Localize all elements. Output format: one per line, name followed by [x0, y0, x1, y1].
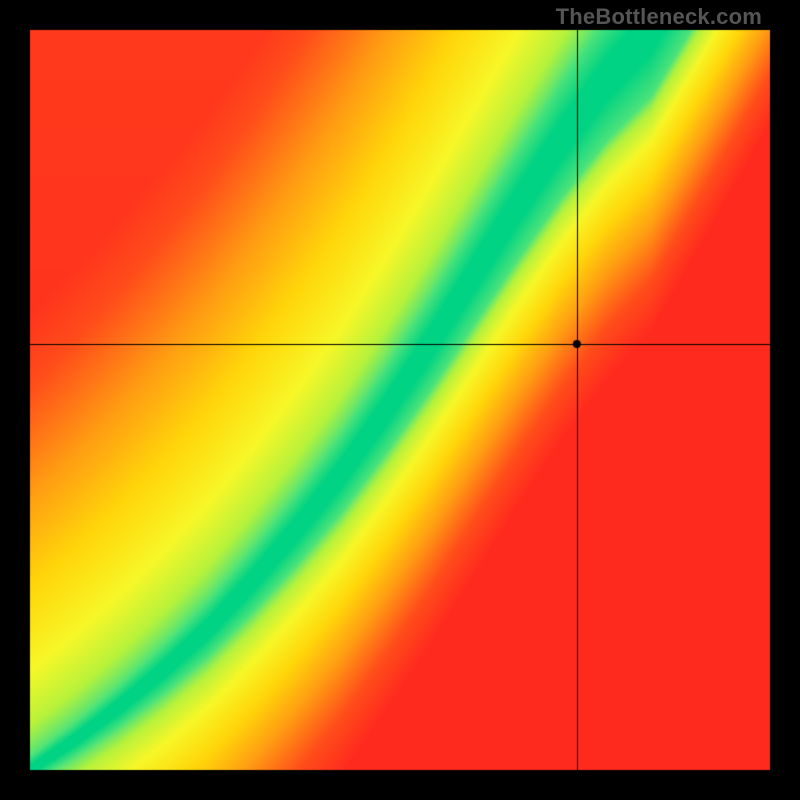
watermark-text: TheBottleneck.com: [556, 4, 762, 30]
bottleneck-heatmap: [0, 0, 800, 800]
